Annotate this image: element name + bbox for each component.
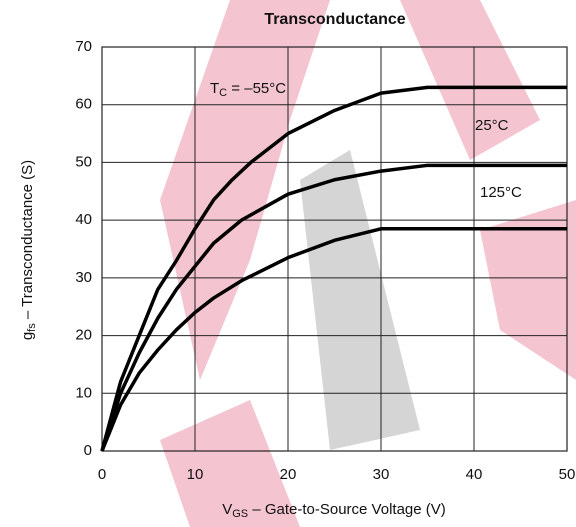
symbol: T xyxy=(210,80,219,97)
series-name: 25°C xyxy=(475,117,509,134)
relation: = xyxy=(227,80,244,97)
symbol: V xyxy=(222,501,232,518)
y-tick-label: 40 xyxy=(75,211,92,228)
data-line xyxy=(100,227,567,452)
subscript: GS xyxy=(232,508,248,520)
y-tick-label: 0 xyxy=(84,442,92,459)
series-label: TC = –55°C xyxy=(210,80,286,99)
plot-frame xyxy=(101,46,568,452)
y-tick-label: 60 xyxy=(75,96,92,113)
chart-title: Transconductance xyxy=(264,11,405,28)
x-tick-label: 50 xyxy=(559,466,576,483)
watermark xyxy=(160,0,576,527)
label-text: – Transconductance (S) xyxy=(19,160,36,323)
x-tick-label: 40 xyxy=(466,466,483,483)
label-text: – Gate-to-Source Voltage (V) xyxy=(248,501,446,518)
data-line xyxy=(100,85,567,452)
watermark-shape xyxy=(480,200,576,380)
y-tick-label: 70 xyxy=(75,38,92,55)
subscript: fs xyxy=(26,323,38,332)
subscript: C xyxy=(219,87,227,99)
watermark-shape xyxy=(300,150,420,450)
series-label: 25°C xyxy=(475,117,509,134)
y-tick-label: 10 xyxy=(75,384,92,401)
series-name: –55°C xyxy=(244,80,286,97)
symbol: g xyxy=(19,332,36,340)
y-tick-label: 50 xyxy=(75,153,92,170)
series-name: 125°C xyxy=(480,184,522,201)
x-tick-label: 30 xyxy=(373,466,390,483)
watermark-shape xyxy=(400,0,540,160)
data-line xyxy=(100,163,567,452)
y-axis-label: gfs – Transconductance (S) xyxy=(19,160,38,340)
series-label: 125°C xyxy=(480,184,522,201)
x-axis-label: VGS – Gate-to-Source Voltage (V) xyxy=(222,501,446,520)
x-tick-label: 0 xyxy=(98,466,106,483)
x-tick-label: 10 xyxy=(187,466,204,483)
y-tick-label: 30 xyxy=(75,269,92,286)
x-tick-label: 20 xyxy=(280,466,297,483)
y-tick-label: 20 xyxy=(75,327,92,344)
